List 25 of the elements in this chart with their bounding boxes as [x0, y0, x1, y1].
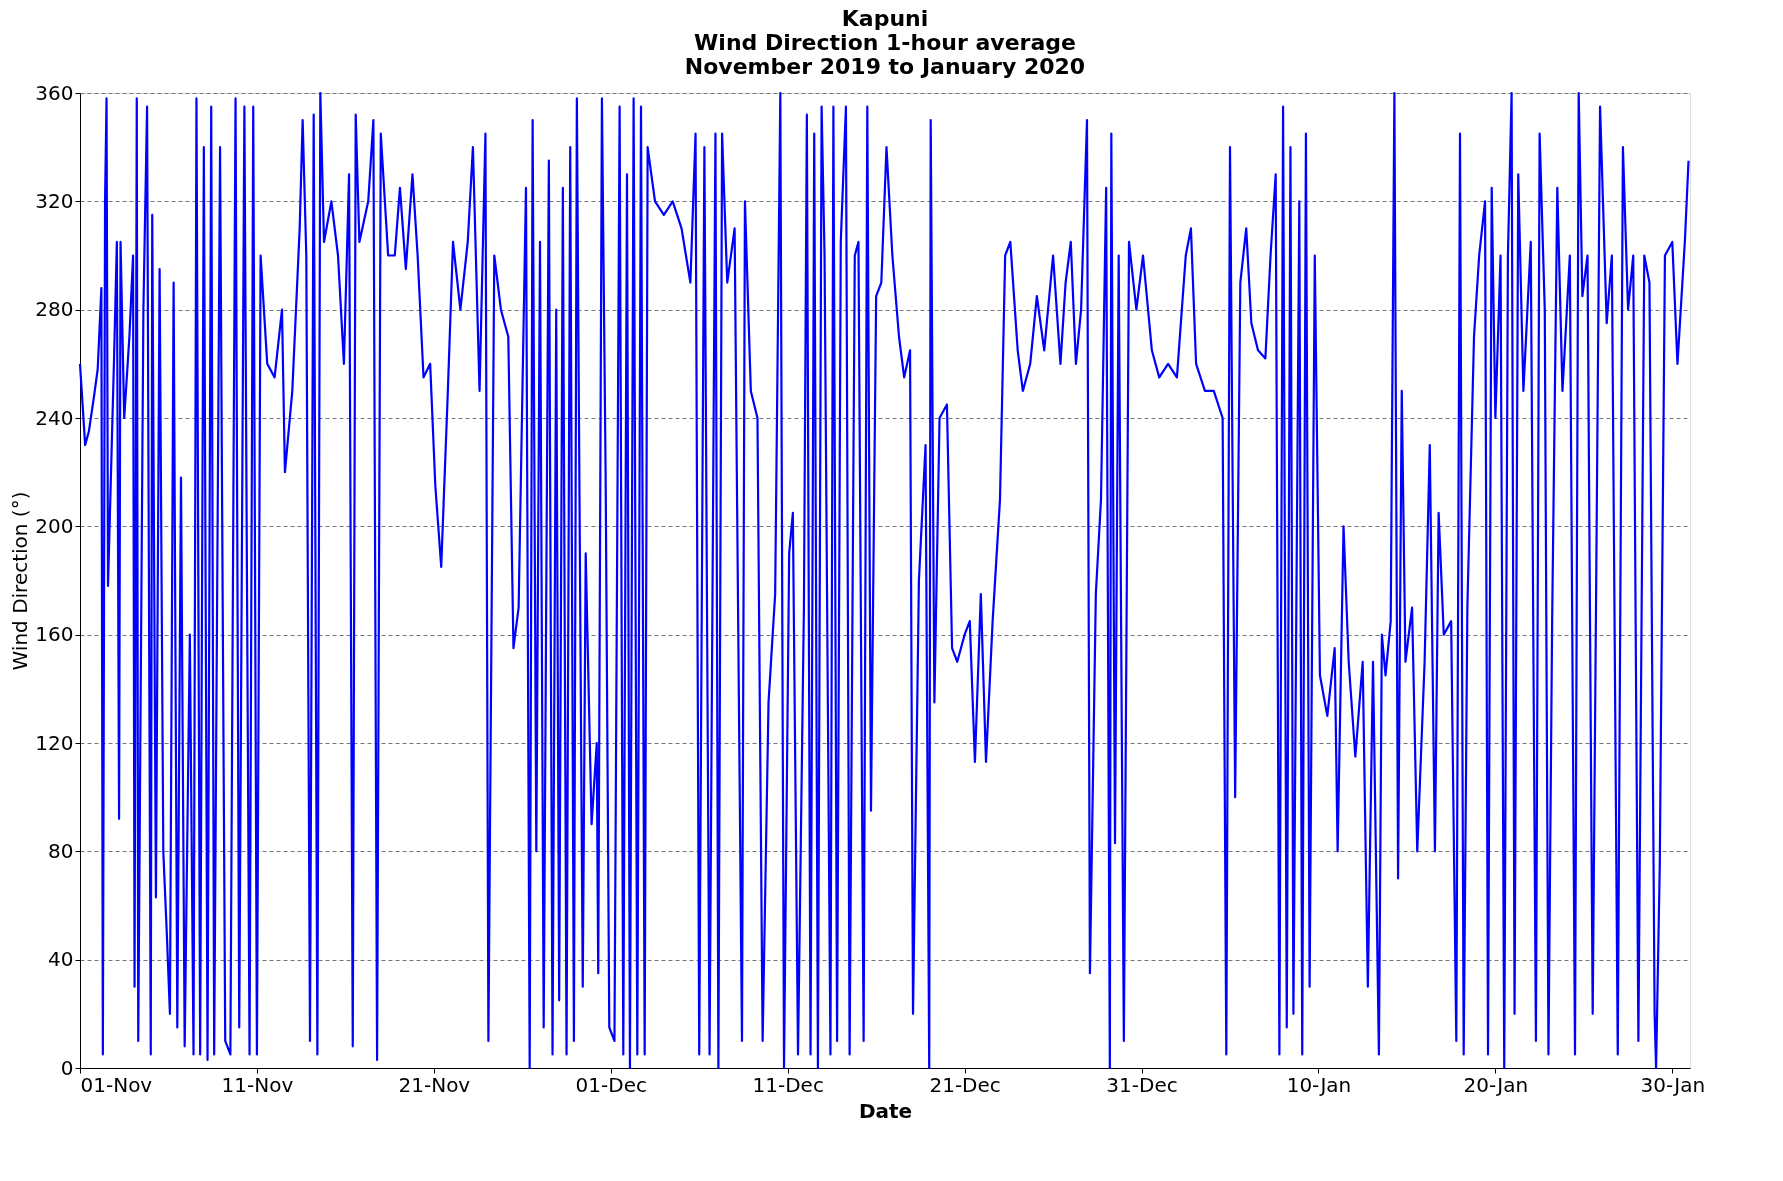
x-tick-label: 10-Jan [1286, 1072, 1352, 1097]
x-tick-label: 11-Nov [221, 1072, 294, 1097]
y-axis-title: Wind Direction (°) [8, 491, 33, 671]
x-tick-label: 01-Nov [80, 1072, 153, 1097]
x-tick-label: 01-Dec [575, 1072, 647, 1097]
x-axis-title: Date [858, 1098, 913, 1123]
y-tick-label: 40 [48, 947, 74, 972]
x-tick-label: 11-Dec [752, 1072, 824, 1097]
chart-title: Kapuni [841, 6, 929, 31]
y-tick-label: 280 [35, 297, 74, 322]
x-tick-label: 20-Jan [1463, 1072, 1529, 1097]
y-tick-label: 200 [35, 513, 74, 538]
y-tick-label: 80 [48, 838, 74, 863]
x-tick-label: 21-Dec [929, 1072, 1001, 1097]
y-tick-label: 320 [35, 188, 74, 213]
y-tick-label: 160 [35, 622, 74, 647]
y-tick-label: 240 [35, 405, 74, 430]
x-tick-label: 31-Dec [1106, 1072, 1178, 1097]
x-tick-label: 30-Jan [1640, 1072, 1706, 1097]
line-series [78, 91, 1690, 1070]
chart-subtitle: Wind Direction 1-hour average November 2019 to January 2020 [684, 30, 1086, 79]
x-tick-label: 21-Nov [398, 1072, 471, 1097]
y-tick-label: 0 [60, 1055, 74, 1080]
y-tick-label: 120 [35, 730, 74, 755]
y-tick-label: 360 [35, 80, 74, 105]
